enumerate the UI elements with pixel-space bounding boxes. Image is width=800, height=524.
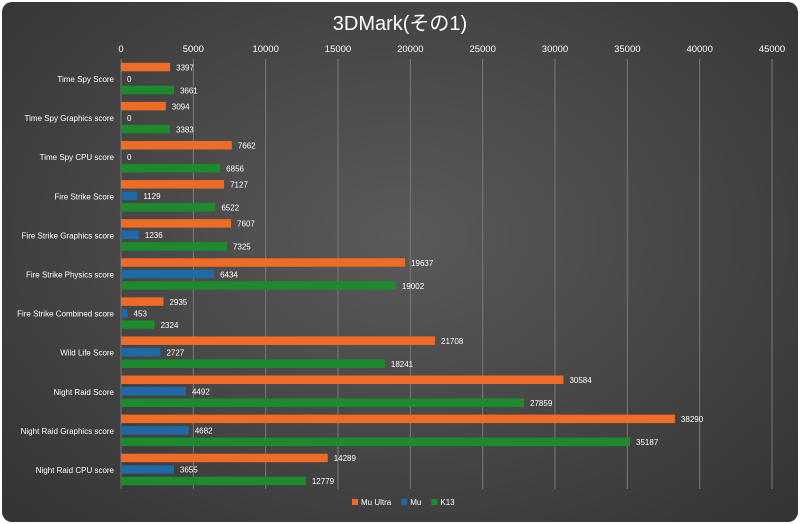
category-label: Wild Life Score bbox=[60, 349, 114, 358]
bar-mu-ultra bbox=[121, 258, 406, 267]
legend-label: Mu bbox=[410, 498, 421, 507]
bar-mu-ultra bbox=[121, 336, 436, 345]
bar-mu bbox=[121, 308, 128, 318]
x-tick-label: 5000 bbox=[183, 44, 204, 55]
bar-k13 bbox=[121, 320, 155, 329]
bar-mu-ultra bbox=[121, 180, 225, 189]
data-label: 6522 bbox=[221, 204, 239, 213]
data-label: 3661 bbox=[180, 86, 198, 95]
bar-k13 bbox=[121, 124, 170, 134]
data-label: 30584 bbox=[569, 376, 592, 385]
data-label: 2727 bbox=[166, 348, 184, 357]
data-label: 2935 bbox=[169, 298, 187, 307]
bar-mu bbox=[121, 347, 161, 357]
bar-mu-ultra bbox=[121, 453, 328, 463]
category-label: Night Raid Graphics score bbox=[21, 427, 115, 436]
bar-mu-ultra bbox=[121, 101, 166, 111]
category-label: Time Spy CPU score bbox=[40, 153, 115, 162]
bar-mu-ultra bbox=[121, 62, 171, 72]
bar-k13 bbox=[121, 203, 216, 212]
bar-mu-ultra bbox=[121, 219, 232, 228]
x-tick-label: 25000 bbox=[469, 44, 495, 55]
legend: Mu Ultra Mu K13 bbox=[352, 498, 455, 507]
category-label: Time Spy Graphics score bbox=[24, 114, 114, 123]
x-tick-label: 40000 bbox=[686, 44, 712, 55]
data-label: 453 bbox=[134, 309, 148, 318]
x-tick-label: 15000 bbox=[325, 44, 351, 55]
data-label: 7127 bbox=[230, 181, 248, 190]
x-tick-label: 35000 bbox=[614, 44, 640, 55]
x-tick-label: 10000 bbox=[252, 44, 278, 55]
bar-k13 bbox=[121, 242, 227, 251]
category-label: Fire Strike Graphics score bbox=[22, 231, 115, 240]
data-label: 4682 bbox=[195, 427, 213, 436]
bar-mu-ultra bbox=[121, 414, 675, 424]
data-label: 18241 bbox=[391, 360, 414, 369]
bar-k13 bbox=[121, 359, 385, 368]
bars bbox=[121, 62, 675, 486]
data-label: 3383 bbox=[176, 125, 194, 134]
data-label: 0 bbox=[127, 114, 132, 123]
bar-k13 bbox=[121, 281, 396, 290]
data-label: 0 bbox=[127, 75, 132, 84]
data-label: 1236 bbox=[145, 231, 163, 240]
data-label: 1129 bbox=[143, 192, 161, 201]
data-label: 38290 bbox=[681, 415, 704, 424]
data-label: 3397 bbox=[176, 63, 194, 72]
bar-k13 bbox=[121, 437, 631, 447]
x-axis: 0 5000 10000 15000 20000 25000 30000 35000 40000… bbox=[118, 44, 785, 55]
x-tick-label: 45000 bbox=[759, 44, 785, 55]
category-labels: Time Spy Score Time Spy Graphics score Tim… bbox=[17, 75, 114, 475]
category-label: Night Raid Score bbox=[54, 388, 115, 397]
data-label: 6856 bbox=[226, 164, 244, 173]
category-label: Night Raid CPU score bbox=[36, 466, 115, 475]
x-tick-label: 30000 bbox=[542, 44, 568, 55]
bar-mu bbox=[121, 269, 215, 279]
data-labels: 3397 0 3661 3094 0 3383 7662 0 6856 7127 1129 6522 7… bbox=[127, 63, 704, 486]
data-label: 2324 bbox=[161, 321, 179, 330]
category-label: Fire Strike Combined score bbox=[17, 310, 114, 319]
category-label: Fire Strike Physics score bbox=[26, 271, 115, 280]
data-label: 3655 bbox=[180, 466, 198, 475]
data-label: 4492 bbox=[192, 388, 210, 397]
bar-mu bbox=[121, 426, 189, 435]
data-label: 35187 bbox=[636, 438, 659, 447]
bar-k13 bbox=[121, 398, 525, 408]
legend-swatch bbox=[431, 499, 438, 505]
category-label: Fire Strike Score bbox=[54, 192, 114, 201]
data-label: 0 bbox=[127, 153, 132, 162]
bar-mu-ultra bbox=[121, 297, 164, 306]
data-label: 14289 bbox=[334, 454, 357, 463]
data-label: 6434 bbox=[220, 270, 238, 279]
data-label: 7607 bbox=[237, 220, 255, 229]
bar-mu bbox=[121, 465, 174, 474]
data-label: 19002 bbox=[402, 282, 425, 291]
chart-title: 3DMark(その1) bbox=[333, 13, 467, 35]
legend-label: K13 bbox=[440, 498, 455, 507]
data-label: 21708 bbox=[441, 337, 464, 346]
bar-mu-ultra bbox=[121, 140, 232, 150]
bar-k13 bbox=[121, 163, 221, 173]
legend-swatch bbox=[401, 499, 408, 505]
gridlines bbox=[120, 59, 773, 489]
bar-mu bbox=[121, 191, 138, 201]
data-label: 7662 bbox=[238, 141, 256, 150]
bar-k13 bbox=[121, 476, 306, 486]
bar-mu bbox=[121, 230, 139, 240]
bar-mu-ultra bbox=[121, 375, 564, 385]
legend-swatch bbox=[352, 499, 358, 505]
data-label: 3094 bbox=[172, 102, 190, 111]
bar-mu bbox=[121, 387, 186, 396]
data-label: 27859 bbox=[530, 399, 553, 408]
category-label: Time Spy Score bbox=[57, 75, 114, 84]
data-label: 19637 bbox=[411, 259, 434, 268]
bar-k13 bbox=[121, 85, 174, 95]
x-tick-label: 0 bbox=[118, 44, 123, 55]
legend-label: Mu Ultra bbox=[361, 498, 392, 507]
x-tick-label: 20000 bbox=[397, 44, 423, 55]
data-label: 7325 bbox=[233, 243, 251, 252]
data-label: 12779 bbox=[312, 477, 335, 486]
